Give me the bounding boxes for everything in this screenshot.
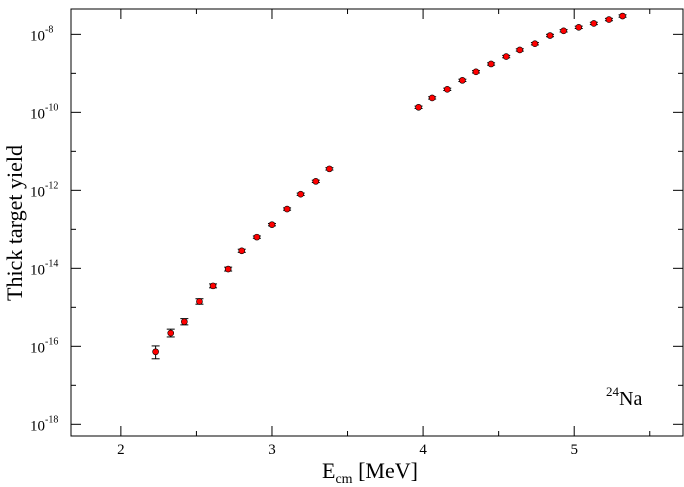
y-tick-labels: 10-18 10-16 10-14 10-12 10-10 10-8 <box>30 24 58 434</box>
data-point <box>414 103 423 111</box>
data-points <box>151 12 627 360</box>
point-marker <box>546 32 554 39</box>
point-marker <box>253 233 261 241</box>
point-marker <box>326 165 333 173</box>
point-marker <box>516 46 524 54</box>
data-point <box>166 328 175 338</box>
data-point <box>195 298 204 305</box>
point-marker <box>560 27 567 35</box>
data-point <box>574 24 583 31</box>
data-point <box>502 53 511 60</box>
point-marker <box>605 16 613 23</box>
data-point <box>530 40 539 48</box>
data-point <box>559 27 568 35</box>
data-point <box>311 178 320 185</box>
data-point <box>224 265 233 273</box>
y-axis-label: Thick target yield <box>2 145 27 301</box>
point-marker <box>472 68 480 76</box>
point-marker <box>297 190 304 198</box>
point-marker <box>283 205 291 213</box>
point-marker <box>531 40 539 48</box>
data-point <box>589 20 598 27</box>
point-marker <box>459 77 466 84</box>
data-point <box>604 16 613 23</box>
x-tick-label: 2 <box>117 442 125 458</box>
point-marker <box>428 94 436 102</box>
data-point <box>428 94 437 102</box>
y-tick-label: 10-14 <box>30 258 58 278</box>
data-point <box>283 205 292 213</box>
data-point <box>618 12 627 20</box>
y-tick-label: 10-16 <box>30 336 58 356</box>
isotope-annotation: 24Na <box>606 384 642 410</box>
y-tick-label: 10-8 <box>30 24 53 44</box>
data-point <box>515 46 524 54</box>
point-marker <box>487 60 495 68</box>
x-tick-labels: 2 3 4 5 <box>117 442 578 458</box>
x-tick-label: 4 <box>419 442 427 458</box>
point-marker <box>502 53 510 60</box>
data-point <box>443 86 452 93</box>
data-point <box>209 282 218 290</box>
point-marker <box>196 298 203 305</box>
point-marker <box>415 103 422 111</box>
data-point <box>325 165 334 173</box>
point-marker <box>443 86 451 93</box>
axis-ticks <box>71 9 683 436</box>
point-marker <box>312 178 320 185</box>
plot-frame <box>70 8 684 437</box>
data-point <box>458 77 467 84</box>
data-point <box>151 345 160 360</box>
data-point <box>546 32 555 39</box>
y-tick-label: 10-10 <box>30 102 58 122</box>
data-point <box>267 221 276 228</box>
point-marker <box>619 12 626 20</box>
data-point <box>180 318 189 326</box>
x-tick-label: 3 <box>268 442 276 458</box>
x-axis-label: Ecm [MeV] <box>322 458 418 487</box>
x-tick-label: 5 <box>570 442 578 458</box>
point-marker <box>590 20 598 27</box>
data-point <box>487 60 496 68</box>
point-marker <box>238 247 246 255</box>
data-point <box>471 68 480 76</box>
point-marker <box>268 221 276 228</box>
point-marker <box>181 318 188 326</box>
point-marker <box>209 282 217 290</box>
point-marker <box>167 329 175 337</box>
data-point <box>296 190 305 198</box>
y-tick-label: 10-18 <box>30 414 58 434</box>
point-marker <box>152 348 159 356</box>
data-point <box>252 233 261 241</box>
data-point <box>237 247 246 255</box>
point-marker <box>575 24 583 31</box>
y-tick-label: 10-12 <box>30 180 58 200</box>
point-marker <box>224 265 232 273</box>
